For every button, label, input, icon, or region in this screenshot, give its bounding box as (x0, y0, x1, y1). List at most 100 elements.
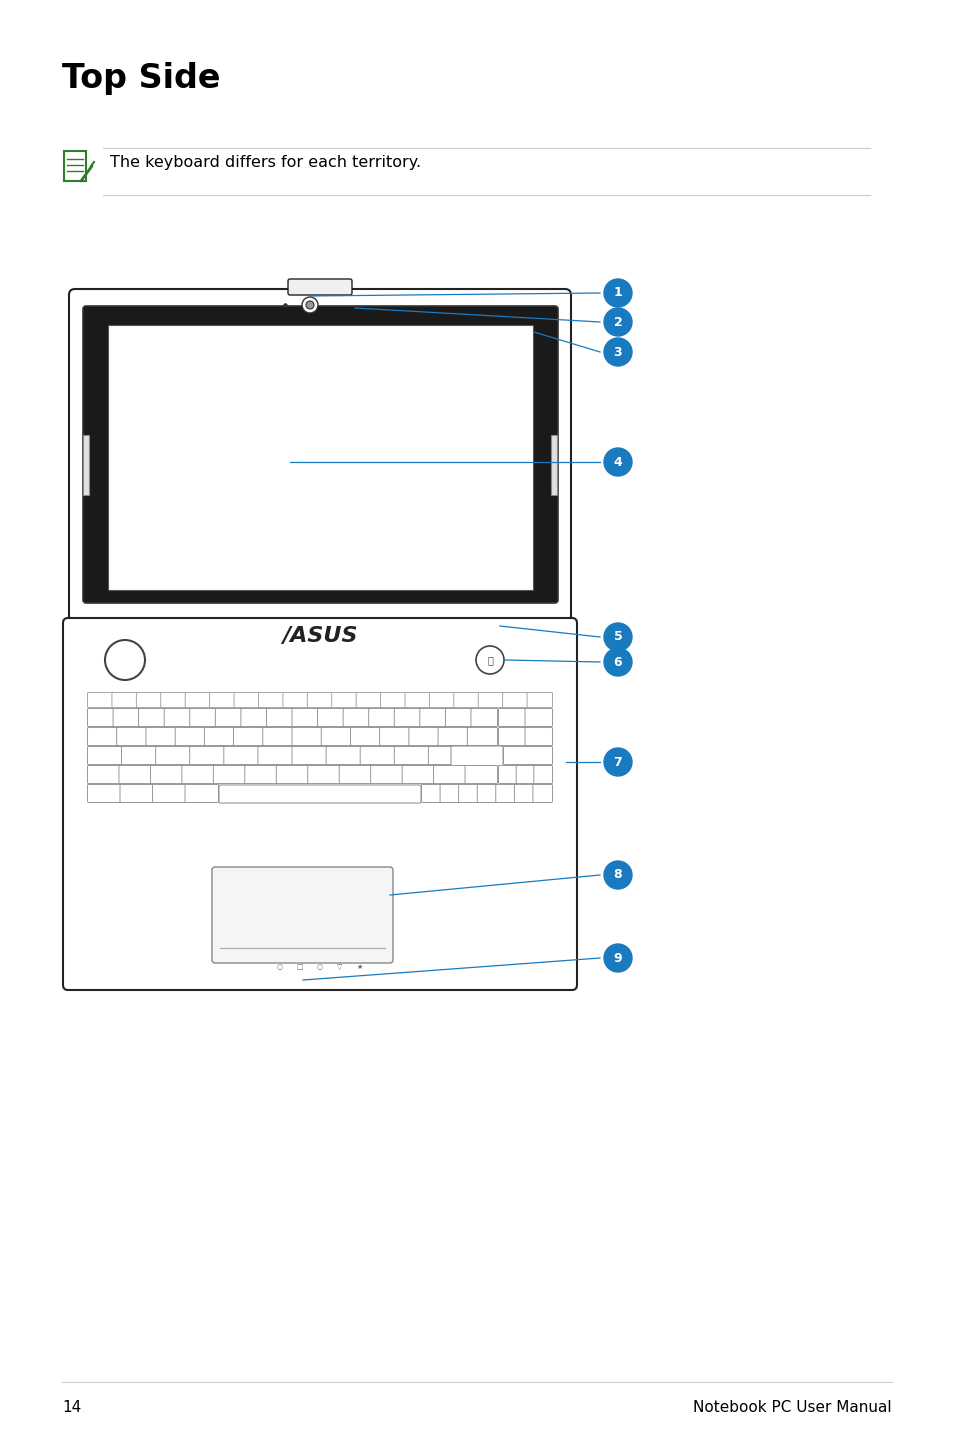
Circle shape (603, 623, 631, 651)
Text: 7: 7 (613, 755, 621, 768)
FancyBboxPatch shape (88, 785, 121, 802)
FancyBboxPatch shape (257, 746, 293, 765)
FancyBboxPatch shape (516, 765, 535, 784)
FancyBboxPatch shape (534, 765, 552, 784)
FancyBboxPatch shape (307, 693, 333, 707)
Text: ∕ASUS: ∕ASUS (282, 626, 357, 646)
FancyBboxPatch shape (326, 746, 361, 765)
FancyBboxPatch shape (437, 728, 468, 745)
FancyBboxPatch shape (113, 709, 139, 726)
FancyBboxPatch shape (185, 785, 218, 802)
FancyBboxPatch shape (258, 693, 284, 707)
FancyBboxPatch shape (451, 746, 502, 782)
Text: □: □ (296, 963, 303, 971)
FancyBboxPatch shape (292, 709, 318, 726)
FancyBboxPatch shape (409, 728, 438, 745)
FancyBboxPatch shape (526, 693, 552, 707)
FancyBboxPatch shape (140, 618, 185, 634)
Text: ▽: ▽ (337, 963, 342, 971)
FancyBboxPatch shape (116, 728, 147, 745)
FancyBboxPatch shape (445, 709, 472, 726)
FancyBboxPatch shape (339, 765, 372, 784)
Circle shape (603, 861, 631, 889)
FancyBboxPatch shape (88, 693, 112, 707)
FancyBboxPatch shape (433, 765, 466, 784)
FancyBboxPatch shape (428, 746, 463, 765)
FancyBboxPatch shape (292, 728, 322, 745)
FancyBboxPatch shape (224, 746, 258, 765)
FancyBboxPatch shape (524, 709, 552, 726)
FancyBboxPatch shape (262, 728, 293, 745)
Text: 4: 4 (613, 456, 621, 469)
FancyBboxPatch shape (332, 693, 356, 707)
FancyBboxPatch shape (471, 709, 497, 726)
Circle shape (603, 308, 631, 336)
FancyBboxPatch shape (496, 785, 515, 802)
Text: ⏻: ⏻ (487, 654, 493, 664)
Text: The keyboard differs for each territory.: The keyboard differs for each territory. (110, 155, 420, 171)
Circle shape (547, 621, 558, 631)
FancyBboxPatch shape (164, 709, 191, 726)
FancyBboxPatch shape (458, 785, 477, 802)
FancyBboxPatch shape (88, 746, 122, 765)
FancyBboxPatch shape (245, 765, 277, 784)
FancyBboxPatch shape (136, 693, 162, 707)
FancyBboxPatch shape (343, 709, 370, 726)
FancyBboxPatch shape (240, 709, 267, 726)
Circle shape (127, 621, 137, 631)
FancyBboxPatch shape (233, 693, 259, 707)
Circle shape (603, 449, 631, 476)
FancyBboxPatch shape (502, 693, 528, 707)
FancyBboxPatch shape (190, 746, 225, 765)
Circle shape (603, 748, 631, 777)
FancyBboxPatch shape (83, 306, 558, 603)
Text: ○: ○ (276, 963, 283, 971)
FancyBboxPatch shape (88, 728, 117, 745)
FancyBboxPatch shape (210, 693, 234, 707)
FancyBboxPatch shape (498, 765, 517, 784)
FancyBboxPatch shape (394, 746, 429, 765)
Text: 3: 3 (613, 345, 621, 358)
FancyBboxPatch shape (405, 693, 430, 707)
Text: 1: 1 (613, 286, 621, 299)
FancyBboxPatch shape (151, 765, 183, 784)
Circle shape (603, 943, 631, 972)
FancyBboxPatch shape (212, 867, 393, 963)
FancyBboxPatch shape (524, 728, 552, 745)
Circle shape (603, 279, 631, 306)
FancyBboxPatch shape (204, 728, 234, 745)
FancyBboxPatch shape (88, 765, 120, 784)
FancyBboxPatch shape (462, 746, 497, 765)
FancyBboxPatch shape (120, 785, 153, 802)
FancyBboxPatch shape (499, 618, 544, 634)
FancyBboxPatch shape (476, 785, 497, 802)
FancyBboxPatch shape (533, 785, 552, 802)
Text: 5: 5 (613, 630, 621, 643)
FancyBboxPatch shape (88, 709, 114, 726)
FancyBboxPatch shape (368, 709, 395, 726)
FancyBboxPatch shape (121, 746, 156, 765)
Text: 6: 6 (613, 656, 621, 669)
FancyBboxPatch shape (514, 785, 534, 802)
FancyBboxPatch shape (321, 728, 351, 745)
Text: ○: ○ (316, 963, 323, 971)
FancyBboxPatch shape (219, 785, 420, 802)
Circle shape (306, 301, 314, 309)
Circle shape (603, 649, 631, 676)
Text: 8: 8 (613, 869, 621, 881)
FancyBboxPatch shape (152, 785, 186, 802)
FancyBboxPatch shape (402, 765, 435, 784)
FancyBboxPatch shape (317, 709, 344, 726)
FancyBboxPatch shape (276, 765, 309, 784)
Text: Top Side: Top Side (62, 62, 220, 95)
Text: 14: 14 (62, 1401, 81, 1415)
FancyBboxPatch shape (498, 709, 525, 726)
FancyBboxPatch shape (233, 728, 264, 745)
FancyBboxPatch shape (215, 709, 242, 726)
FancyBboxPatch shape (477, 693, 503, 707)
FancyBboxPatch shape (464, 765, 497, 784)
FancyBboxPatch shape (161, 693, 186, 707)
FancyBboxPatch shape (185, 693, 211, 707)
FancyBboxPatch shape (175, 728, 205, 745)
FancyBboxPatch shape (467, 728, 497, 745)
